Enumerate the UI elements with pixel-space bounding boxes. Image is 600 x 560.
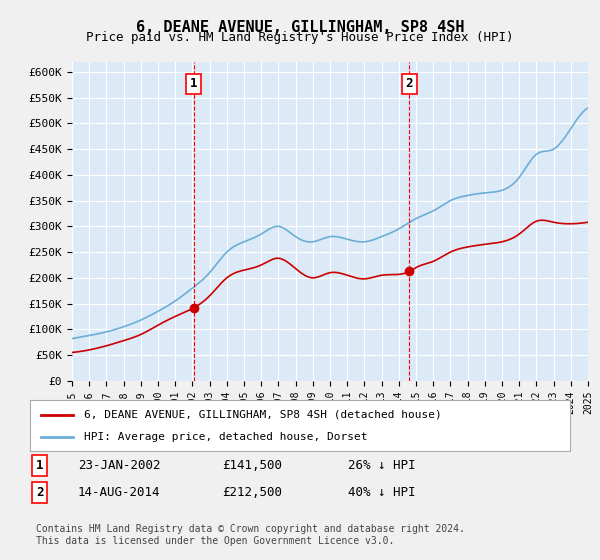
Text: £212,500: £212,500 [222,486,282,499]
Text: 1: 1 [190,77,197,91]
Text: 2: 2 [36,486,44,499]
Text: 23-JAN-2002: 23-JAN-2002 [78,459,161,472]
Text: 14-AUG-2014: 14-AUG-2014 [78,486,161,499]
Text: 1: 1 [36,459,44,472]
Text: £141,500: £141,500 [222,459,282,472]
Text: 40% ↓ HPI: 40% ↓ HPI [348,486,415,499]
Text: Price paid vs. HM Land Registry's House Price Index (HPI): Price paid vs. HM Land Registry's House … [86,31,514,44]
Text: HPI: Average price, detached house, Dorset: HPI: Average price, detached house, Dors… [84,432,367,442]
Text: 6, DEANE AVENUE, GILLINGHAM, SP8 4SH: 6, DEANE AVENUE, GILLINGHAM, SP8 4SH [136,20,464,35]
Text: 2: 2 [406,77,413,91]
Text: Contains HM Land Registry data © Crown copyright and database right 2024.
This d: Contains HM Land Registry data © Crown c… [36,524,465,546]
Text: 26% ↓ HPI: 26% ↓ HPI [348,459,415,472]
Text: 6, DEANE AVENUE, GILLINGHAM, SP8 4SH (detached house): 6, DEANE AVENUE, GILLINGHAM, SP8 4SH (de… [84,409,442,419]
